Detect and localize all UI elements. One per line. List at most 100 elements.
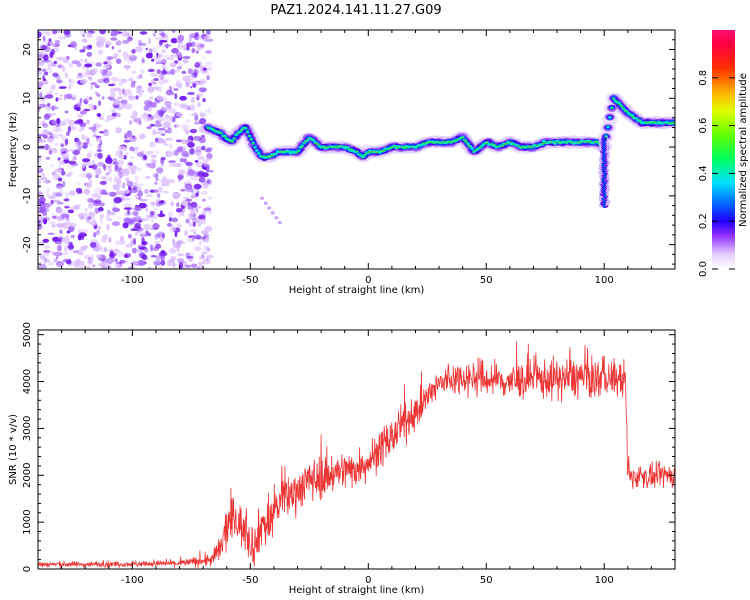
heatmap-cell bbox=[134, 46, 143, 53]
heatmap-cell bbox=[207, 127, 209, 128]
heatmap-cell bbox=[374, 152, 377, 154]
heatmap-cell bbox=[389, 146, 392, 148]
heatmap-cell bbox=[49, 86, 55, 93]
heatmap-cell bbox=[550, 142, 552, 144]
heatmap-cell bbox=[161, 59, 168, 63]
heatmap-cell bbox=[127, 234, 132, 239]
heatmap-cell bbox=[192, 207, 199, 212]
heatmap-cell bbox=[403, 146, 406, 148]
heatmap-cell bbox=[52, 191, 56, 198]
heatmap-cell bbox=[193, 135, 202, 141]
heatmap-cell bbox=[188, 37, 192, 43]
heatmap-cell bbox=[255, 149, 259, 152]
heatmap-cell bbox=[90, 220, 98, 226]
heatmap-cell bbox=[96, 149, 102, 152]
heatmap-cell bbox=[52, 173, 61, 180]
heatmap-cell bbox=[127, 60, 133, 65]
heatmap-cell bbox=[48, 221, 56, 225]
heatmap-cell bbox=[98, 100, 102, 106]
heatmap-cell bbox=[391, 146, 394, 149]
heatmap-cell bbox=[174, 124, 180, 128]
heatmap-cell bbox=[38, 133, 45, 137]
heatmap-cell bbox=[154, 85, 159, 91]
heatmap-cell bbox=[170, 54, 177, 58]
heatmap-cell bbox=[105, 43, 109, 48]
heatmap-cell bbox=[198, 205, 201, 209]
heatmap-cell bbox=[150, 244, 153, 252]
heatmap-cell bbox=[206, 30, 211, 35]
heatmap-cell bbox=[67, 119, 76, 127]
heatmap-cell bbox=[237, 132, 240, 134]
heatmap-cell bbox=[186, 42, 193, 48]
snr-x-tick-label: 50 bbox=[480, 575, 493, 586]
heatmap-cell bbox=[94, 84, 100, 89]
heatmap-cell bbox=[57, 201, 64, 205]
heatmap-cell bbox=[115, 190, 125, 195]
heatmap-cell bbox=[81, 134, 86, 140]
heatmap-cell bbox=[91, 159, 96, 166]
heatmap-cell bbox=[86, 119, 90, 124]
heatmap-cell bbox=[458, 138, 460, 140]
heatmap-cell bbox=[156, 95, 163, 102]
heatmap-cell bbox=[203, 207, 212, 212]
heatmap-cell bbox=[65, 222, 74, 225]
heatmap-cell bbox=[429, 141, 432, 144]
heatmap-cell bbox=[518, 146, 520, 147]
heatmap-cell bbox=[178, 261, 184, 264]
heatmap-cell bbox=[105, 157, 113, 164]
heatmap-cell bbox=[201, 88, 207, 91]
heatmap-cell bbox=[42, 35, 46, 42]
heatmap-cell bbox=[43, 71, 49, 76]
heatmap-cell bbox=[96, 254, 102, 258]
heatmap-cell bbox=[49, 42, 55, 47]
heatmap-cell bbox=[152, 223, 160, 230]
heatmap-cell bbox=[161, 31, 165, 38]
heatmap-cell bbox=[123, 189, 131, 194]
heatmap-cell bbox=[454, 139, 457, 141]
heatmap-cell bbox=[616, 101, 619, 103]
heatmap-cell bbox=[80, 58, 84, 62]
heatmap-cell bbox=[188, 221, 193, 227]
heatmap-cell bbox=[207, 107, 212, 114]
heatmap-cell bbox=[138, 116, 145, 120]
heatmap-cell bbox=[182, 158, 187, 164]
heatmap-cell bbox=[156, 231, 165, 237]
heatmap-cell bbox=[65, 93, 73, 100]
heatmap-cell bbox=[174, 82, 183, 88]
heatmap-cell bbox=[57, 244, 62, 252]
heatmap-cell bbox=[122, 40, 130, 44]
heatmap-cell bbox=[115, 150, 123, 157]
heatmap-cell bbox=[139, 233, 147, 238]
heatmap-cell bbox=[68, 247, 72, 254]
colorbar-tick-label: 0.8 bbox=[698, 70, 709, 86]
heatmap-cell bbox=[119, 259, 126, 264]
heatmap-cell bbox=[190, 176, 194, 180]
heatmap-cell bbox=[208, 66, 212, 71]
heatmap-cell bbox=[230, 141, 231, 142]
heatmap-cell bbox=[52, 30, 57, 35]
heatmap-cell bbox=[520, 147, 522, 149]
heatmap-cell bbox=[206, 245, 209, 252]
heatmap-cell bbox=[465, 142, 468, 144]
heatmap-cell bbox=[158, 186, 163, 193]
heatmap-cell bbox=[125, 243, 133, 248]
heatmap-cell bbox=[85, 32, 94, 35]
heatmap-cell bbox=[246, 130, 249, 132]
heatmap-cell bbox=[38, 179, 42, 185]
heatmap-cell bbox=[606, 125, 610, 128]
heatmap-cell bbox=[38, 81, 43, 87]
heatmap-cell bbox=[163, 44, 171, 47]
heatmap-cell bbox=[140, 68, 145, 74]
heatmap-cell bbox=[202, 56, 206, 60]
heatmap-cell bbox=[99, 262, 105, 268]
heatmap-cell bbox=[202, 98, 206, 103]
heatmap-cell bbox=[146, 126, 152, 130]
heatmap-cell bbox=[544, 142, 547, 144]
heatmap-cell bbox=[187, 169, 196, 177]
heatmap-cell bbox=[545, 141, 547, 142]
heatmap-cell bbox=[205, 164, 210, 168]
heatmap-cell bbox=[161, 190, 170, 194]
heatmap-cell bbox=[154, 235, 158, 241]
heatmap-cell bbox=[144, 151, 153, 156]
